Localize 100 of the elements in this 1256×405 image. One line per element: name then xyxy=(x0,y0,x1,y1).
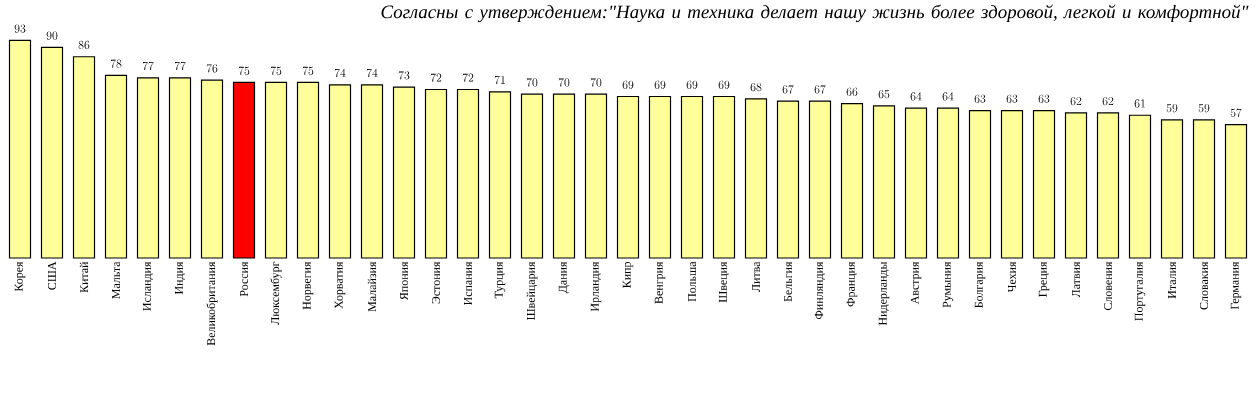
data-label: 65 xyxy=(878,90,890,99)
data-label: 74 xyxy=(366,68,378,78)
bar xyxy=(648,95,672,259)
data-label: 70 xyxy=(526,78,538,87)
x-tick-label: Румыния xyxy=(942,261,954,308)
bar xyxy=(1160,119,1184,259)
chart-title: Согласны с утверждением:"Наука и техника делает нашу жизнь более здоровой, легкой и комфортной" xyxy=(381,4,1249,23)
x-tick-label: Мальта xyxy=(112,261,120,299)
x-tick-label: США xyxy=(47,261,57,290)
bar xyxy=(1000,109,1024,259)
bar xyxy=(40,46,64,259)
data-label: 67 xyxy=(814,85,826,94)
data-label: 69 xyxy=(718,80,730,89)
bar xyxy=(104,74,128,259)
data-label: 62 xyxy=(1102,97,1114,106)
data-label: 66 xyxy=(846,87,858,96)
x-tick-label: Турция xyxy=(494,261,506,299)
x-tick-label: Великобритания xyxy=(206,261,218,346)
bar xyxy=(1032,109,1056,259)
data-label: 63 xyxy=(1038,94,1050,103)
x-tick-label: Ирландия xyxy=(590,261,602,312)
bar xyxy=(232,81,256,259)
bar xyxy=(296,81,320,259)
x-tick-label: Болгария xyxy=(974,261,986,308)
data-label: 61 xyxy=(1134,99,1145,108)
bar xyxy=(712,95,736,259)
x-tick-label: Германия xyxy=(1230,261,1242,310)
x-tick-label: Люксембург xyxy=(270,261,282,325)
x-tick-label: Нидерланды xyxy=(878,261,890,326)
bar xyxy=(488,91,512,259)
x-tick-label: Кипр xyxy=(622,261,634,288)
x-tick-label: Испания xyxy=(464,261,472,306)
data-label: 76 xyxy=(206,64,218,73)
data-label: 74 xyxy=(334,68,346,78)
bar xyxy=(72,56,96,259)
data-label: 72 xyxy=(462,73,474,82)
x-tick-label: Бельгия xyxy=(784,261,792,302)
bar xyxy=(616,95,640,259)
bar xyxy=(1128,114,1152,259)
data-label: 59 xyxy=(1166,104,1178,113)
x-tick-label: Эстония xyxy=(431,261,441,304)
x-tick-label: Корея xyxy=(14,261,26,292)
data-label: 93 xyxy=(14,24,26,33)
data-label: 57 xyxy=(1230,108,1242,117)
data-label: 75 xyxy=(238,66,250,75)
bar xyxy=(456,88,480,259)
bar xyxy=(520,93,544,259)
x-tick-label: Словакия xyxy=(1199,261,1209,310)
data-label: 63 xyxy=(1006,94,1018,103)
x-tick-label: Австрия xyxy=(910,261,922,305)
x-tick-label: Дания xyxy=(558,261,570,294)
bar xyxy=(904,107,928,259)
bar xyxy=(744,98,768,259)
bar xyxy=(840,102,864,259)
x-tick-label: Чехия xyxy=(1008,261,1016,293)
bar xyxy=(200,79,224,259)
bar xyxy=(328,84,352,259)
x-tick-label: Япония xyxy=(400,261,408,301)
x-tick-label: Малайзия xyxy=(367,261,377,312)
x-tick-label: Исландия xyxy=(142,261,154,311)
bar xyxy=(936,107,960,259)
bar xyxy=(552,93,576,259)
x-tick-label: Норвегия xyxy=(302,261,314,310)
data-label: 73 xyxy=(398,71,410,80)
x-tick-label: Финляндия xyxy=(814,261,826,320)
x-tick-label: Латвия xyxy=(1072,261,1080,298)
bar xyxy=(776,100,800,259)
x-tick-label: Франция xyxy=(846,261,858,307)
data-label: 77 xyxy=(142,61,154,71)
x-tick-label: Португалия xyxy=(1134,261,1146,321)
x-tick-label: Россия xyxy=(240,261,248,297)
data-label: 68 xyxy=(750,82,762,92)
data-label: 64 xyxy=(910,92,922,101)
bar xyxy=(424,88,448,259)
data-label: 62 xyxy=(1070,97,1082,106)
bar xyxy=(872,105,896,259)
x-tick-label: Словения xyxy=(1103,261,1113,311)
data-label: 70 xyxy=(558,78,570,87)
data-label: 59 xyxy=(1198,104,1210,113)
data-label: 69 xyxy=(654,80,666,89)
bar xyxy=(584,93,608,259)
x-tick-label: Польша xyxy=(688,261,696,302)
x-tick-label: Индия xyxy=(174,261,186,295)
bar xyxy=(8,39,32,259)
data-label: 70 xyxy=(590,78,602,87)
data-label: 72 xyxy=(430,73,442,82)
data-label: 69 xyxy=(622,80,634,89)
data-label: 63 xyxy=(974,94,986,103)
bar xyxy=(392,86,416,259)
data-label: 78 xyxy=(110,59,122,68)
x-tick-label: Литва xyxy=(752,261,760,292)
x-tick-label: Венгрия xyxy=(654,261,666,304)
x-tick-label: Италия xyxy=(1168,261,1176,299)
bar xyxy=(1064,112,1088,259)
data-label: 86 xyxy=(78,40,90,50)
x-tick-label: Греция xyxy=(1038,261,1050,297)
bar xyxy=(264,81,288,259)
bar xyxy=(360,84,384,259)
data-label: 77 xyxy=(174,61,186,71)
bar xyxy=(808,100,832,259)
